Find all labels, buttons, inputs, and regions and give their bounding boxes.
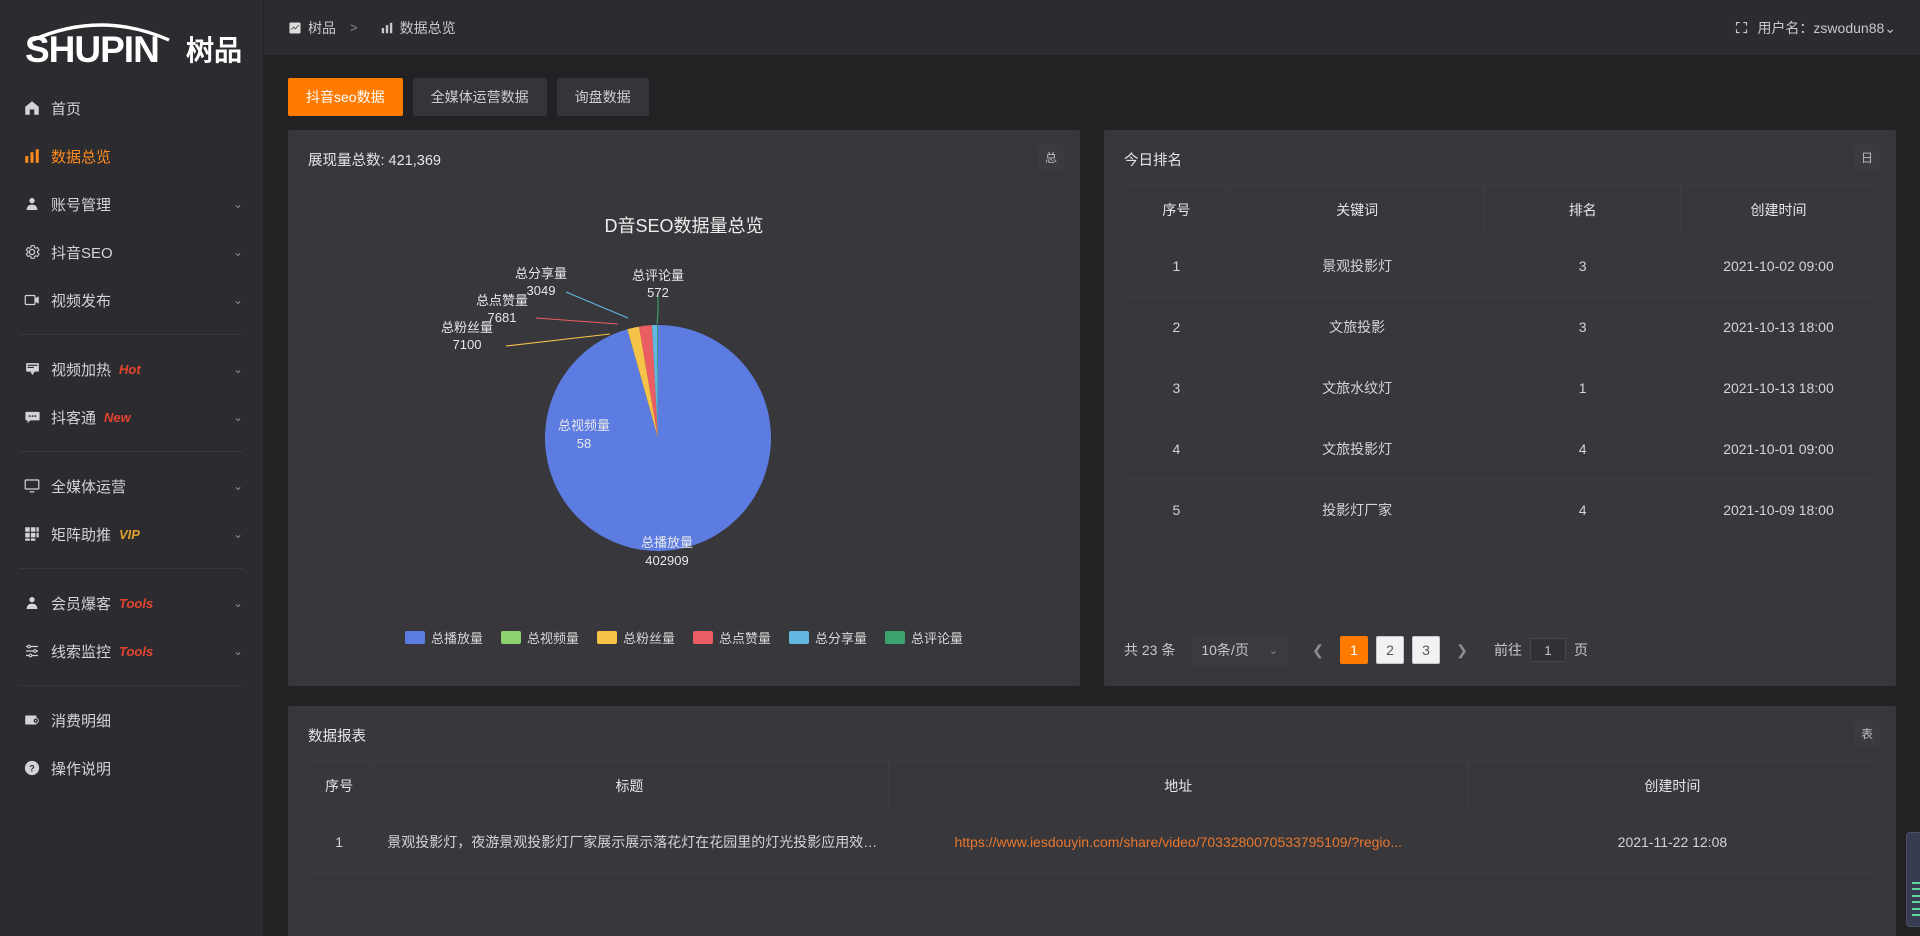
svg-text:总视频量: 总视频量	[558, 418, 610, 433]
svg-text:572: 572	[647, 285, 669, 300]
svg-text:总点赞量: 总点赞量	[476, 293, 528, 308]
svg-text:?: ?	[29, 763, 35, 773]
svg-text:402909: 402909	[645, 553, 688, 568]
svg-text:7100: 7100	[453, 337, 482, 352]
svg-text:总评论量: 总评论量	[632, 268, 684, 283]
svg-text:总粉丝量: 总粉丝量	[441, 320, 493, 335]
svg-text:58: 58	[577, 436, 591, 451]
svg-text:总分享量: 总分享量	[515, 266, 567, 281]
svg-text:树品: 树品	[186, 35, 242, 66]
svg-text:SHUPIN: SHUPIN	[25, 29, 159, 70]
svg-text:总播放量: 总播放量	[641, 535, 693, 550]
svg-text:3049: 3049	[527, 283, 556, 298]
